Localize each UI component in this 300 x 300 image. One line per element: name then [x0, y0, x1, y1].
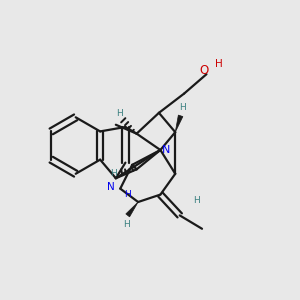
Polygon shape	[175, 115, 183, 132]
Text: H: H	[215, 59, 223, 69]
Text: N: N	[162, 145, 170, 155]
Polygon shape	[126, 202, 138, 217]
Text: N: N	[107, 182, 115, 192]
Text: H: H	[124, 190, 130, 199]
Text: O: O	[199, 64, 208, 77]
Text: H: H	[116, 109, 123, 118]
Text: H: H	[110, 169, 117, 178]
Text: H: H	[179, 103, 185, 112]
Text: H: H	[193, 196, 200, 205]
Text: H: H	[123, 220, 130, 229]
